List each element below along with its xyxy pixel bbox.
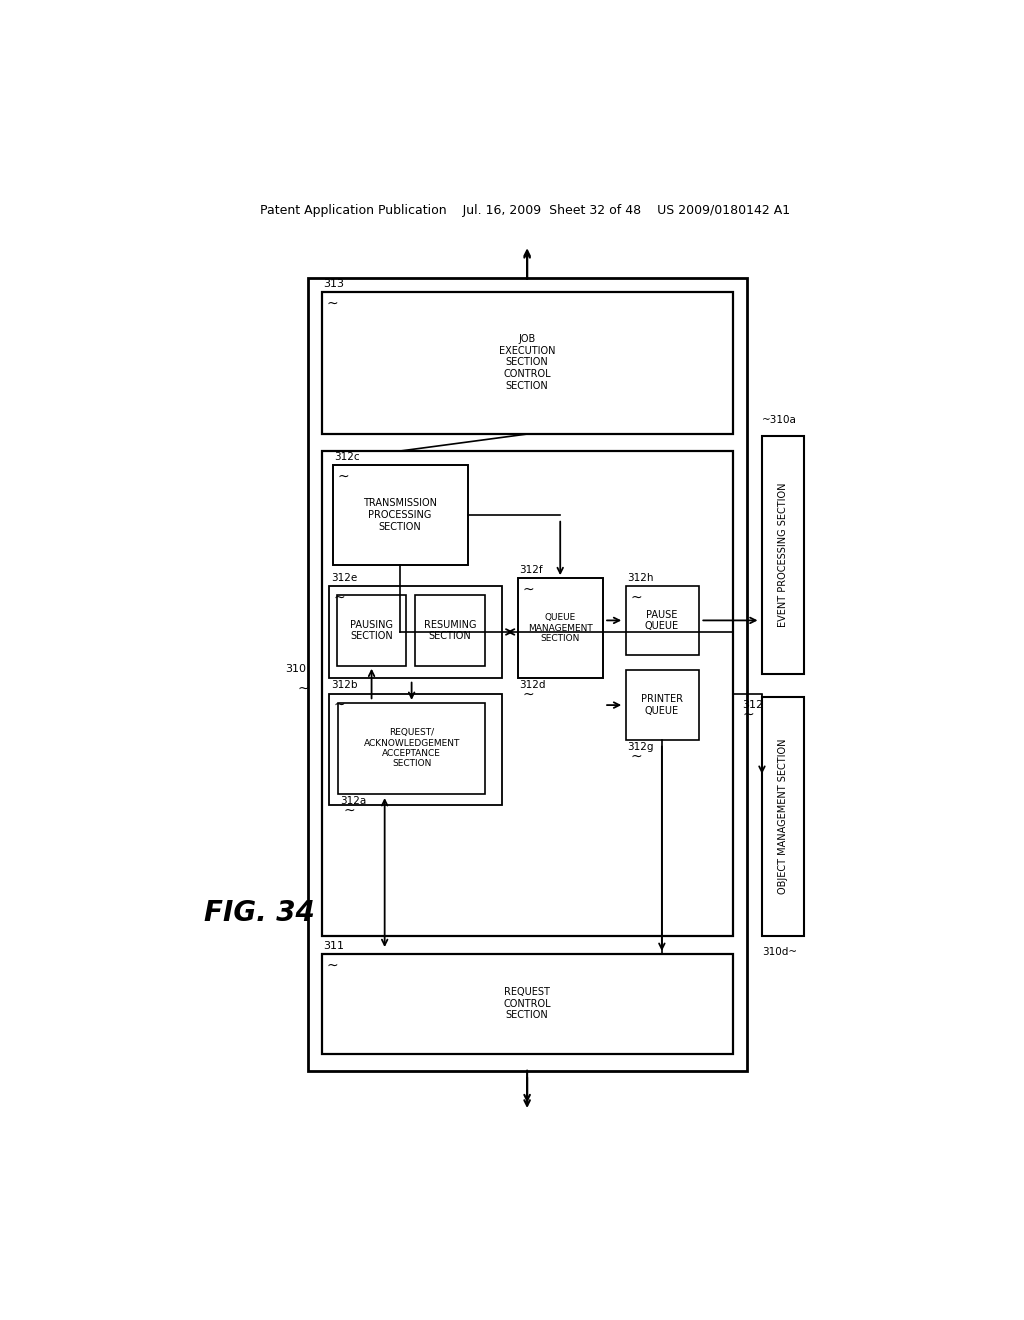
Text: 311: 311 [323, 941, 344, 950]
Bar [762, 697, 804, 936]
Text: OBJECT MANAGEMENT SECTION: OBJECT MANAGEMENT SECTION [778, 739, 787, 895]
Text: ~: ~ [522, 582, 535, 597]
Text: 312e: 312e [331, 573, 357, 582]
Text: ~: ~ [338, 470, 349, 483]
Text: PAUSE
QUEUE: PAUSE QUEUE [645, 610, 679, 631]
Text: 312c: 312c [335, 451, 360, 462]
Text: 312f: 312f [519, 565, 543, 576]
Text: ~: ~ [631, 590, 642, 605]
Text: FIG. 34: FIG. 34 [204, 899, 314, 927]
Bar [416, 595, 484, 665]
Bar [626, 671, 698, 739]
Text: JOB
EXECUTION
SECTION
CONTROL
SECTION: JOB EXECUTION SECTION CONTROL SECTION [499, 334, 555, 391]
Text: PRINTER
QUEUE: PRINTER QUEUE [641, 694, 683, 715]
Text: ~: ~ [298, 682, 309, 696]
Text: 312a: 312a [340, 796, 367, 807]
Text: ~310a: ~310a [762, 414, 797, 425]
Text: 310d~: 310d~ [762, 946, 797, 957]
Bar [337, 595, 407, 665]
Bar [322, 292, 733, 434]
Text: PAUSING
SECTION: PAUSING SECTION [350, 619, 393, 642]
Bar [322, 954, 733, 1053]
Text: 313: 313 [323, 279, 344, 289]
Bar [330, 586, 503, 678]
Text: ~: ~ [343, 804, 354, 817]
Text: REQUEST
CONTROL
SECTION: REQUEST CONTROL SECTION [504, 987, 551, 1020]
Text: ~: ~ [522, 688, 535, 702]
Bar [626, 586, 698, 655]
Text: 312b: 312b [331, 681, 357, 690]
Bar [518, 578, 602, 678]
Text: 312g: 312g [628, 742, 653, 752]
Text: ~: ~ [631, 750, 642, 764]
Bar [307, 277, 746, 1071]
Bar [330, 693, 503, 805]
Text: ~: ~ [326, 958, 338, 973]
Text: ~: ~ [742, 708, 755, 722]
Bar [333, 465, 468, 565]
Text: ~: ~ [334, 698, 345, 713]
Bar [322, 451, 733, 936]
Text: Patent Application Publication    Jul. 16, 2009  Sheet 32 of 48    US 2009/01801: Patent Application Publication Jul. 16, … [260, 205, 790, 218]
Bar [762, 436, 804, 675]
Text: ~: ~ [326, 296, 338, 310]
Text: ~: ~ [334, 590, 345, 605]
Text: 312d: 312d [519, 681, 546, 690]
Text: 312h: 312h [628, 573, 653, 582]
Text: RESUMING
SECTION: RESUMING SECTION [424, 619, 476, 642]
Text: TRANSMISSION
PROCESSING
SECTION: TRANSMISSION PROCESSING SECTION [364, 499, 437, 532]
Text: 310: 310 [285, 664, 306, 675]
Text: QUEUE
MANAGEMENT
SECTION: QUEUE MANAGEMENT SECTION [527, 614, 593, 643]
Bar [339, 702, 484, 793]
Text: 312: 312 [742, 700, 763, 710]
Text: REQUEST/
ACKNOWLEDGEMENT
ACCEPTANCE
SECTION: REQUEST/ ACKNOWLEDGEMENT ACCEPTANCE SECT… [364, 729, 460, 768]
Text: EVENT PROCESSING SECTION: EVENT PROCESSING SECTION [778, 483, 787, 627]
